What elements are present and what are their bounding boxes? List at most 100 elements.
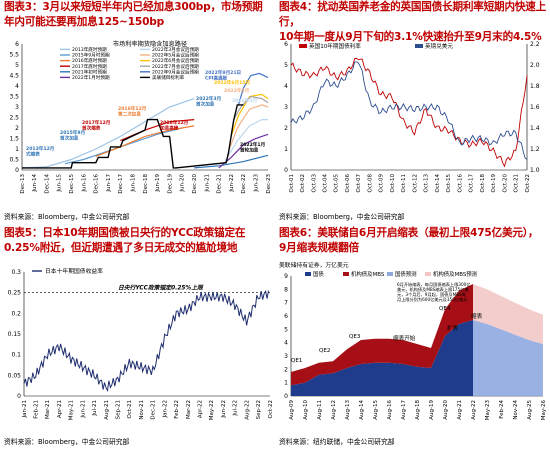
- y-tick-label: 4.5: [9, 73, 19, 80]
- y-tick-label: 0: [284, 167, 288, 174]
- x-tick-label: Jun-22: [229, 174, 235, 193]
- annotation: 2017年12月: [82, 119, 110, 126]
- series-line-2022年3月会议后预期: [224, 119, 268, 162]
- figure-3-source: 资料来源：Bloomberg，中金公司研究部: [4, 213, 130, 221]
- annotation: 式缩表: [26, 151, 40, 158]
- x-tick-label: Jul-22: [233, 400, 239, 417]
- x-tick-label: Aug-16: [387, 400, 393, 420]
- y-tick-label: 3: [284, 104, 288, 111]
- figure-4-chart: 0 1 2 3 4 5 6 Oct-01 Oct-02 Oct-03 Oct-04 Oct-05 Oct…: [284, 41, 540, 193]
- x-tick-label: Oct-21: [127, 400, 133, 419]
- y-tick-label: 3.5: [9, 94, 19, 101]
- legend-label: 英镑兑美元: [425, 42, 453, 50]
- series-line-2021年初时预期: [194, 154, 269, 169]
- annotation: QE1: [291, 358, 303, 364]
- series-line-2022年5月会议后预期: [228, 104, 269, 152]
- y-tick-label: 2: [284, 125, 288, 132]
- x-tick-label: Nov-21: [139, 400, 145, 420]
- x-tick-label: May-23: [485, 400, 491, 421]
- legend-label: 英国10年期国债利率: [309, 42, 361, 50]
- x-tick-label: Oct-21: [514, 174, 520, 193]
- annotation: 2022年1月: [240, 141, 265, 148]
- figure-4-panel: 图表4：扰动英国养老金的英国国债长期利率短期内快速上行， 10年期一度从9月下旬…: [275, 0, 550, 225]
- x-tick-label: Aug-20: [443, 400, 449, 420]
- figure-3-chart: 0 0.5 1 1.5 2 2.5 3 3.5 4 4.5 5 5.5 6 Dec-13 Jun-14 Dec…: [9, 40, 272, 194]
- mbs-forecast-area: [473, 284, 543, 344]
- legend-swatch: [425, 272, 431, 276]
- legend-label: 2017年底时预期: [72, 63, 107, 70]
- x-tick-label: Oct-11: [401, 174, 407, 193]
- figure-6-source: 资料来源：纽约联储，中金公司研究部: [279, 438, 395, 446]
- y-tick-label: 0.2: [11, 310, 21, 317]
- legend-label: 机构债及MBS: [351, 270, 385, 278]
- x-tick-label: Jul-21: [92, 400, 98, 417]
- y-tick-label: 0.5: [9, 157, 19, 164]
- mbs-area: [291, 284, 473, 386]
- figure-4-title: 图表4：扰动英国养老金的英国国债长期利率短期内快速上行， 10年期一度从9月下旬…: [279, 1, 547, 43]
- x-tick-label: Aug-09: [289, 400, 295, 420]
- x-tick-label: Nov-24: [513, 400, 519, 420]
- x-tick-label: Oct-04: [323, 174, 329, 193]
- series-line-英国10年期国债利率: [290, 58, 528, 168]
- y-tick-label: 0.1: [11, 352, 21, 359]
- x-tick-label: Jun-16: [81, 174, 87, 193]
- x-tick-label: Dec-23: [266, 174, 272, 194]
- legend-label: 2022年5月会议后预期: [152, 52, 199, 59]
- annotation: 2022年3月: [232, 97, 257, 104]
- x-tick-label: Feb-22: [174, 400, 180, 419]
- x-tick-label: Mar-21: [45, 400, 51, 419]
- y-tick-label: 5: [284, 62, 288, 69]
- annotation: 加息高峰: [159, 125, 179, 132]
- annotation: 首轮加息: [240, 147, 259, 154]
- x-tick-label: May-22: [209, 400, 215, 420]
- x-tick-label: Jun-21: [204, 174, 210, 193]
- y2-tick-label: 1.6: [530, 104, 540, 111]
- x-tick-label: Aug-12: [331, 400, 337, 420]
- y-tick-label: 5: [15, 62, 19, 69]
- y2-tick-label: 1.0: [530, 167, 540, 174]
- annotation: 首次加息: [60, 135, 79, 142]
- annotation: 2018年12月: [160, 119, 188, 126]
- x-tick-label: Oct-07: [356, 174, 362, 193]
- x-tick-label: Aug-11: [317, 400, 323, 420]
- legend-swatch: [343, 272, 349, 276]
- y-tick-label: 0.25: [8, 290, 22, 297]
- annotation: 2015年9月: [60, 129, 85, 136]
- x-tick-label: Sep-21: [116, 400, 122, 419]
- y-tick-label: 4: [284, 83, 288, 90]
- legend-swatch: [415, 44, 423, 48]
- y-tick-label: 5: [284, 326, 288, 333]
- y-tick-label: 0.05: [8, 372, 22, 379]
- x-tick-label: Oct-02: [300, 174, 306, 193]
- x-tick-label: Aug-10: [303, 400, 309, 420]
- x-tick-label: Aug-17: [401, 400, 407, 420]
- y-tick-label: 9: [284, 273, 288, 280]
- y-tick-label: 0: [17, 393, 21, 400]
- x-tick-label: Aug-25: [527, 400, 533, 420]
- legend-swatch: [387, 272, 393, 276]
- annotation: 2022年3月: [196, 95, 221, 102]
- x-tick-label: Oct-13: [424, 174, 430, 193]
- x-tick-label: Aug-22: [244, 400, 250, 420]
- x-tick-label: Jun-15: [57, 174, 63, 193]
- annotation: CPI高通胀: [205, 75, 228, 82]
- x-tick-label: Jan-22: [162, 400, 168, 418]
- chart-title: 市场利率期货隐含加息路径: [113, 40, 187, 48]
- x-tick-label: Jun-17: [106, 174, 112, 193]
- annotation: QE2: [319, 348, 331, 354]
- legend-label: 日本十年期国债收益率: [45, 267, 103, 275]
- series-line-美联储目标利率: [22, 104, 244, 169]
- x-tick-label: Jun-23: [254, 174, 260, 193]
- figure-5-source: 资料来源：Bloomberg，中金公司研究部: [4, 438, 130, 446]
- x-tick-label: Oct-05: [334, 174, 340, 193]
- x-tick-label: Dec-20: [192, 174, 198, 194]
- treasury-forecast-area: [473, 320, 543, 396]
- x-tick-label: Jun-19: [155, 174, 161, 193]
- y2-tick-label: 2.0: [530, 62, 540, 69]
- x-tick-label: Dec-14: [44, 174, 50, 194]
- x-tick-label: Jun-22: [221, 400, 227, 419]
- series-line-2016年底时预期: [95, 125, 195, 157]
- annotation: QE4: [439, 306, 451, 312]
- x-tick-label: Feb-24: [499, 400, 505, 419]
- figure-5-chart: 0 0.05 0.1 0.15 0.2 0.25 0.3 Jan-21 Feb-21 Mar-21…: [8, 267, 274, 420]
